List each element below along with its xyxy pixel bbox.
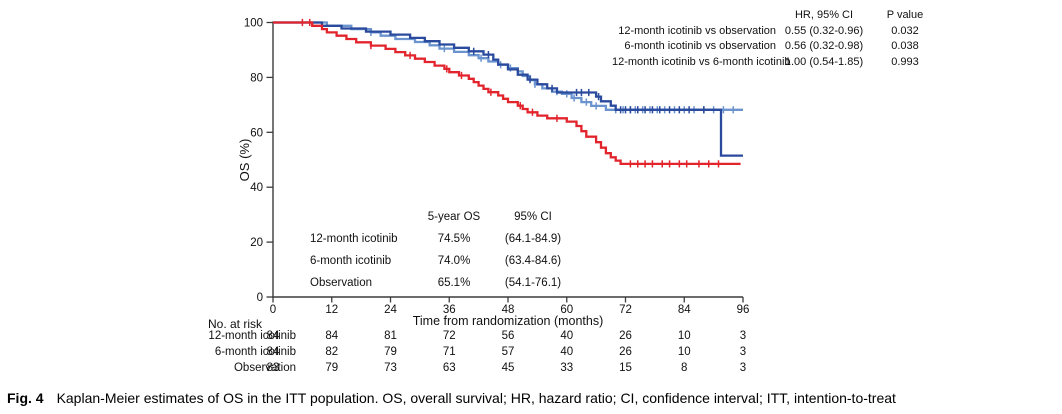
risk-count: 8 bbox=[681, 362, 688, 374]
risk-count: 73 bbox=[384, 362, 397, 374]
x-tick-label: 12 bbox=[325, 304, 338, 316]
risk-row-label: 12-month icotinib bbox=[208, 330, 296, 342]
legend-label: 6-month icotinib bbox=[310, 255, 392, 267]
risk-count: 57 bbox=[501, 346, 515, 358]
risk-count: 83 bbox=[266, 362, 280, 374]
risk-table-title: No. at risk bbox=[207, 317, 262, 331]
risk-count: 15 bbox=[619, 362, 632, 374]
hr-table: HR, 95% CI P value 12-month icotinib vs … bbox=[612, 8, 938, 70]
x-tick-label: 84 bbox=[678, 304, 691, 316]
x-tick-label: 96 bbox=[737, 304, 750, 316]
hr-row-p: 0.993 bbox=[891, 55, 919, 68]
x-tick-label: 0 bbox=[270, 304, 276, 316]
hr-row-label: 12-month icotinib vs observation bbox=[618, 24, 776, 37]
risk-count: 3 bbox=[739, 362, 747, 374]
risk-count: 63 bbox=[442, 362, 456, 374]
risk-count: 26 bbox=[619, 346, 632, 358]
legend-ci-value: (64.1-84.9) bbox=[504, 233, 562, 245]
x-tick-label: 60 bbox=[560, 304, 573, 316]
risk-count: 33 bbox=[560, 362, 574, 374]
risk-count: 81 bbox=[384, 330, 397, 342]
risk-count: 82 bbox=[325, 346, 339, 358]
legend-ci-value: (63.4-84.6) bbox=[504, 255, 562, 267]
hr-ci-header: HR, 95% CI bbox=[794, 9, 854, 21]
y-tick-label: 20 bbox=[250, 237, 263, 249]
figure-caption: Fig. 4 Kaplan-Meier estimates of OS in th… bbox=[7, 390, 896, 406]
legend-label: 12-month icotinib bbox=[310, 233, 398, 245]
legend-os-value: 74.0% bbox=[437, 255, 471, 267]
risk-count: 79 bbox=[325, 362, 339, 374]
risk-count: 3 bbox=[739, 346, 747, 358]
x-tick-label: 48 bbox=[502, 304, 515, 316]
hr-row-value: 0.56 (0.32-0.98) bbox=[784, 40, 864, 52]
risk-count: 72 bbox=[442, 330, 456, 342]
x-axis-label: Time from randomization (months) bbox=[413, 314, 604, 328]
legend: 5-year OS 95% CI 12-month icotinib 74.5%… bbox=[286, 206, 578, 294]
risk-count: 84 bbox=[266, 346, 280, 358]
hr-row-label: 12-month icotinib vs 6-month icotinib bbox=[612, 55, 791, 68]
legend-ci-value: (54.1-76.1) bbox=[504, 277, 562, 289]
x-tick-label: 24 bbox=[384, 304, 397, 316]
y-tick-label: 60 bbox=[250, 127, 263, 139]
x-tick-label: 36 bbox=[443, 304, 456, 316]
hr-row-p: 0.032 bbox=[891, 24, 919, 37]
risk-count: 40 bbox=[560, 330, 574, 342]
hr-row-value: 0.55 (0.32-0.96) bbox=[784, 24, 864, 37]
risk-count: 3 bbox=[739, 330, 747, 342]
risk-count: 56 bbox=[501, 330, 515, 342]
legend-os-value: 74.5% bbox=[437, 233, 471, 245]
risk-count: 79 bbox=[384, 346, 397, 358]
y-tick-label: 80 bbox=[250, 72, 263, 84]
km-plot-canvas: Time from randomization (months) OS (%) … bbox=[237, 18, 750, 329]
hr-row-label: 6-month icotinib vs observation bbox=[624, 40, 776, 52]
risk-row-label: Observation bbox=[233, 362, 296, 374]
legend-ci-header: 95% CI bbox=[514, 211, 552, 223]
y-tick-label: 40 bbox=[250, 182, 263, 194]
legend-os-value: 65.1% bbox=[437, 277, 471, 289]
risk-count: 10 bbox=[677, 330, 691, 342]
hr-header-spacer bbox=[612, 8, 776, 24]
risk-count: 26 bbox=[619, 330, 632, 342]
risk-count: 10 bbox=[677, 346, 691, 358]
risk-count: 84 bbox=[266, 330, 280, 342]
legend-label: Observation bbox=[310, 277, 373, 289]
risk-count: 45 bbox=[501, 362, 515, 374]
hr-row-p: 0.038 bbox=[891, 40, 919, 52]
figure-caption-text: Kaplan-Meier estimates of OS in the ITT … bbox=[56, 390, 896, 406]
risk-count: 71 bbox=[442, 346, 456, 358]
hr-row-value: 1.00 (0.54-1.85) bbox=[784, 55, 864, 68]
km-curve-dark_blue bbox=[273, 21, 743, 157]
risk-row-label: 6-month icotinib bbox=[214, 346, 296, 358]
risk-count: 40 bbox=[560, 346, 574, 358]
risk-count: 84 bbox=[325, 330, 339, 342]
figure-caption-label: Fig. 4 bbox=[7, 390, 44, 406]
y-tick-label: 0 bbox=[257, 292, 263, 304]
p-value-header: P value bbox=[886, 9, 924, 21]
y-tick-label: 100 bbox=[244, 18, 263, 30]
x-tick-label: 72 bbox=[619, 304, 632, 316]
legend-os-header: 5-year OS bbox=[427, 211, 481, 223]
y-axis-label: OS (%) bbox=[237, 139, 252, 182]
